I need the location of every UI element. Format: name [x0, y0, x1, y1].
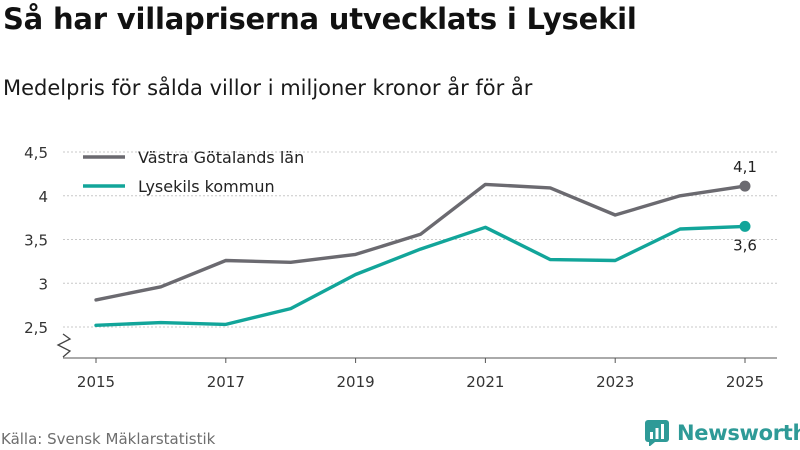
y-tick-label: 4,5 — [24, 144, 48, 162]
y-tick-label: 3,5 — [24, 232, 48, 250]
series-lines: 4,1 3,6 — [94, 158, 757, 327]
legend: Västra Götalands län Lysekils kommun — [83, 148, 304, 196]
y-tick-label: 2,5 — [24, 319, 48, 337]
x-tick-label: 2021 — [466, 373, 504, 391]
x-tick-label: 2015 — [77, 373, 115, 391]
brand-name: Newsworthy — [677, 421, 800, 445]
series-end-label: 4,1 — [733, 158, 757, 176]
x-tick-label: 2019 — [337, 373, 375, 391]
y-tick-label: 4 — [38, 188, 48, 206]
chart-subtitle: Medelpris för sålda villor i miljoner kr… — [3, 76, 533, 100]
series-end-point — [739, 180, 751, 192]
brand-logo: Newsworthy — [645, 420, 800, 446]
axes: 2,5 3 3,5 4 4,5 2015 2017 2019 2021 2023 2025 — [24, 144, 777, 391]
source-note: Källa: Svensk Mäklarstatistik — [1, 430, 216, 448]
legend-label: Västra Götalands län — [138, 148, 304, 167]
series-line — [94, 224, 747, 327]
series-line — [94, 182, 747, 302]
series-end-label: 3,6 — [733, 236, 757, 254]
y-tick-label: 3 — [38, 275, 48, 293]
axis-break-marker — [56, 333, 72, 358]
legend-label: Lysekils kommun — [138, 177, 275, 196]
x-tick-label: 2023 — [596, 373, 634, 391]
x-tick-label: 2025 — [726, 373, 764, 391]
grid-lines — [63, 151, 777, 328]
newsworthy-logo-icon — [645, 420, 669, 446]
chart-title: Så har villapriserna utvecklats i Lyseki… — [3, 2, 637, 36]
series-end-point — [739, 220, 751, 232]
x-tick-label: 2017 — [207, 373, 245, 391]
